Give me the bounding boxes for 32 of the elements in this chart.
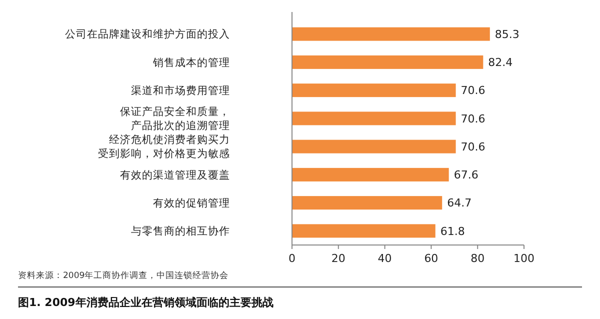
bar bbox=[292, 196, 442, 210]
data-label: 82.4 bbox=[488, 56, 513, 70]
x-tick-label: 80 bbox=[470, 252, 485, 265]
bar bbox=[292, 55, 484, 69]
data-label: 64.7 bbox=[447, 196, 472, 210]
y-tick-label: 与零售商的相互协作 bbox=[131, 224, 230, 238]
y-tick-label: 保证产品安全和质量，产品批次的追溯管理 bbox=[120, 105, 230, 132]
bar bbox=[292, 168, 449, 182]
y-tick-label: 有效的促销管理 bbox=[153, 197, 230, 210]
bar bbox=[292, 140, 456, 154]
bar bbox=[292, 112, 456, 126]
data-label: 61.8 bbox=[440, 224, 465, 238]
x-tick-label: 100 bbox=[514, 252, 534, 265]
x-tick-label: 0 bbox=[288, 252, 296, 265]
data-label: 67.6 bbox=[454, 168, 478, 182]
x-tick-label: 20 bbox=[331, 252, 346, 265]
bar bbox=[292, 224, 436, 238]
y-tick-label: 有效的渠道管理及覆盖 bbox=[120, 168, 230, 182]
text: 资料来源：2009年工商协作调查，中国连锁经营协会 bbox=[18, 270, 229, 281]
y-tick-label: 销售成本的管理 bbox=[152, 56, 230, 69]
y-tick-label: 渠道和市场费用管理 bbox=[131, 84, 230, 97]
data-label: 70.6 bbox=[460, 140, 486, 154]
data-label: 70.6 bbox=[460, 84, 486, 98]
x-tick-label: 60 bbox=[424, 252, 438, 265]
bar bbox=[292, 84, 456, 98]
data-label: 85.3 bbox=[494, 28, 520, 41]
y-tick-label: 公司在品牌建设和维护方面的投入 bbox=[65, 28, 230, 41]
bar bbox=[292, 27, 490, 41]
y-tick-label: 经济危机使消费者购买力受到影响，对价格更为敏感 bbox=[98, 133, 230, 160]
data-label: 70.6 bbox=[460, 112, 486, 126]
x-tick-label: 40 bbox=[378, 252, 392, 265]
text: 图1. 2009年消费品企业在营销领域面临的主要挑战 bbox=[18, 296, 274, 309]
